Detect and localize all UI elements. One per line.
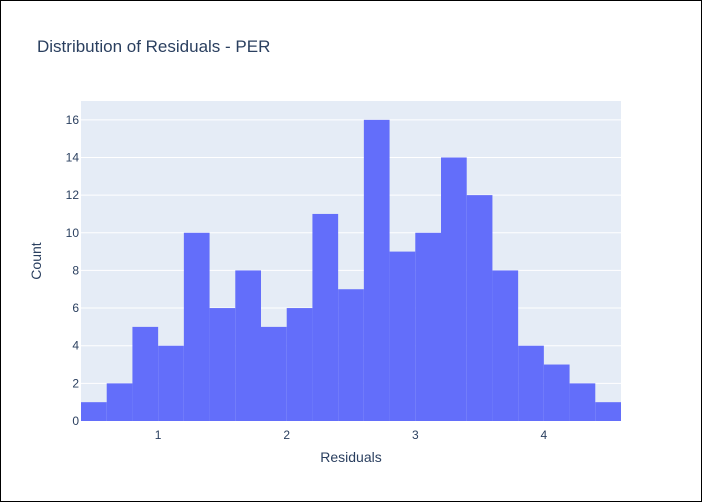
y-tick-label: 6	[72, 301, 79, 315]
histogram-bar	[595, 402, 621, 421]
y-axis-title: Count	[28, 242, 44, 279]
y-tick-label: 12	[66, 188, 80, 202]
x-tick-label: 2	[283, 428, 290, 442]
histogram-bar	[286, 308, 313, 421]
histogram-bar	[132, 326, 159, 421]
histogram-bar	[261, 326, 287, 421]
x-tick-label: 1	[155, 428, 162, 442]
histogram-bar	[518, 345, 544, 421]
y-tick-label: 4	[72, 339, 79, 353]
histogram-bar	[183, 232, 210, 421]
x-axis-title: Residuals	[320, 449, 381, 465]
histogram-bars	[81, 119, 621, 421]
histogram-bar	[415, 232, 441, 421]
histogram-bar	[543, 364, 570, 421]
histogram-bar	[492, 270, 519, 421]
x-axis-ticks: 1 2 3 4	[155, 428, 548, 442]
y-tick-label: 8	[72, 263, 79, 277]
histogram-bar	[209, 308, 236, 421]
histogram-bar	[466, 195, 493, 421]
histogram-bar	[569, 383, 596, 421]
y-tick-label: 16	[66, 113, 80, 127]
histogram-bar	[106, 383, 133, 421]
chart-title: Distribution of Residuals - PER	[37, 37, 270, 56]
histogram-bar	[158, 345, 184, 421]
y-tick-label: 0	[72, 414, 79, 428]
y-axis-ticks: 0 2 4 6 8 10 12 14 16	[66, 113, 80, 428]
histogram-bar	[338, 289, 364, 421]
histogram-bar	[312, 213, 339, 421]
histogram-bar	[441, 157, 467, 421]
histogram-bar	[81, 402, 107, 421]
histogram-bar	[235, 270, 261, 421]
y-tick-label: 10	[66, 226, 80, 240]
y-tick-label: 14	[66, 150, 80, 164]
histogram-bar	[363, 119, 390, 421]
y-tick-label: 2	[72, 376, 79, 390]
histogram-bar	[389, 251, 416, 421]
x-tick-label: 3	[412, 428, 419, 442]
x-tick-label: 4	[541, 428, 548, 442]
